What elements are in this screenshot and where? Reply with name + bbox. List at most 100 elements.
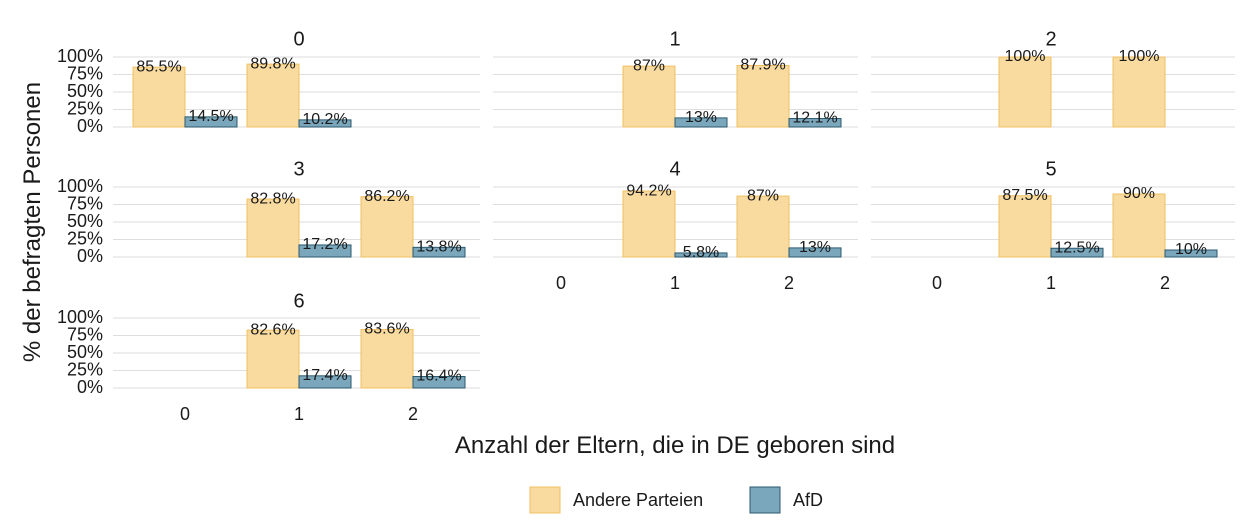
x-tick-label: 0 [180, 404, 190, 424]
data-label: 13.8% [416, 239, 461, 256]
facet-panels: 00%25%50%75%100%85.5%14.5%89.8%10.2%187%… [57, 28, 1235, 424]
data-label: 13% [685, 109, 717, 126]
y-axis-label: % der befragten Personen [19, 82, 46, 362]
facet-title: 4 [669, 158, 680, 180]
y-tick-label: 75% [67, 193, 103, 213]
legend-label: AfD [793, 490, 823, 510]
facet-title: 2 [1045, 28, 1056, 50]
data-label: 100% [1119, 48, 1160, 65]
y-tick-label: 25% [67, 359, 103, 379]
legend-label: Andere Parteien [573, 490, 703, 510]
y-tick-label: 100% [57, 307, 103, 327]
data-label: 87% [633, 57, 665, 74]
y-tick-label: 25% [67, 98, 103, 118]
data-label: 87.5% [1002, 187, 1047, 204]
facet-4: 4 94.2% 5.8% 87% 13% 0 1 2 [493, 158, 858, 293]
x-tick-label: 1 [670, 273, 680, 293]
y-tick-label: 100% [57, 176, 103, 196]
bar-afd [1050, 247, 1104, 258]
facet-0: 0 0%25%50%75%100% 85.5% 14.5% 89.8% 10.2% [57, 28, 480, 136]
data-label: 90% [1123, 185, 1155, 202]
facet-title: 3 [293, 158, 304, 180]
data-label: 85.5% [136, 58, 181, 75]
y-tick-label: 50% [67, 81, 103, 101]
data-label: 10.2% [302, 111, 347, 128]
data-label: 13% [799, 239, 831, 256]
facet-title: 0 [293, 28, 304, 50]
x-tick-label: 1 [294, 404, 304, 424]
bar-afd [298, 119, 352, 128]
x-tick-label: 2 [408, 404, 418, 424]
bar-afd [412, 246, 466, 258]
facet-3: 3 0%25%50%75%100% 82.8% 17.2% 86.2% 13.8% [57, 158, 480, 266]
data-label: 10% [1175, 241, 1207, 258]
bar-afd [1164, 249, 1218, 258]
x-tick-label: 0 [932, 273, 942, 293]
bar-andere-parteien [246, 63, 300, 128]
data-label: 86.2% [364, 188, 409, 205]
bar-andere-parteien [360, 196, 414, 258]
y-tick-label: 0% [77, 377, 103, 397]
data-label: 12.5% [1054, 239, 1099, 256]
facet-6: 6 0%25%50%75%100% 82.6% 17.4% 83.6% 16.4% 0 1 2 [57, 290, 480, 424]
data-label: 87% [747, 187, 779, 204]
bar-andere-parteien [1112, 56, 1166, 128]
legend-item: Andere Parteien [529, 486, 703, 514]
bar-andere-parteien [1112, 193, 1166, 258]
data-label: 82.6% [250, 321, 295, 338]
bar-afd [788, 118, 842, 128]
bar-afd [298, 375, 352, 389]
y-tick-label: 75% [67, 63, 103, 83]
x-tick-label: 2 [1160, 273, 1170, 293]
y-tick-label: 75% [67, 324, 103, 344]
bar-andere-parteien [360, 328, 414, 389]
y-tick-label: 50% [67, 342, 103, 362]
y-tick-label: 50% [67, 211, 103, 231]
legend-item: AfD [749, 486, 823, 514]
bar-andere-parteien [246, 329, 300, 389]
bar-andere-parteien [736, 64, 790, 128]
bar-afd [184, 116, 238, 128]
facet-1: 187% 13% 87.9% 12.1% [493, 28, 858, 128]
x-axis-label: Anzahl der Eltern, die in DE geboren sin… [455, 432, 895, 459]
data-label: 87.9% [740, 57, 785, 74]
bar-afd [674, 117, 728, 128]
bar-afd [412, 376, 466, 389]
bar-andere-parteien [736, 195, 790, 258]
bar-andere-parteien [246, 198, 300, 258]
data-label: 14.5% [188, 108, 233, 125]
x-tick-label: 0 [556, 273, 566, 293]
y-tick-label: 0% [77, 246, 103, 266]
facet-title: 1 [669, 28, 680, 50]
data-label: 82.8% [250, 190, 295, 207]
y-tick-label: 25% [67, 228, 103, 248]
x-tick-label: 2 [784, 273, 794, 293]
legend-swatch [529, 486, 561, 514]
data-label: 94.2% [626, 182, 671, 199]
bar-afd [298, 244, 352, 258]
bar-afd [674, 252, 728, 258]
data-label: 16.4% [416, 368, 461, 385]
x-tick-label: 1 [1046, 273, 1056, 293]
data-label: 83.6% [364, 321, 409, 338]
facet-title: 5 [1045, 158, 1056, 180]
bar-afd [788, 247, 842, 258]
data-label: 17.2% [302, 236, 347, 253]
data-label: 89.8% [250, 55, 295, 72]
legend: Andere Parteien AfD [529, 486, 823, 514]
bar-andere-parteien [998, 56, 1052, 128]
y-tick-label: 0% [77, 116, 103, 136]
bar-andere-parteien [998, 195, 1052, 258]
bar-andere-parteien [622, 65, 676, 128]
facet-title: 6 [293, 290, 304, 312]
data-label: 100% [1005, 48, 1046, 65]
bar-andere-parteien [132, 66, 186, 128]
facet-5: 5 87.5% 12.5% 90% 10% 0 1 2 [871, 158, 1235, 293]
bar-andere-parteien [622, 190, 676, 258]
legend-swatch [749, 486, 781, 514]
data-label: 12.1% [792, 110, 837, 127]
y-tick-label: 100% [57, 46, 103, 66]
data-label: 5.8% [683, 244, 719, 261]
